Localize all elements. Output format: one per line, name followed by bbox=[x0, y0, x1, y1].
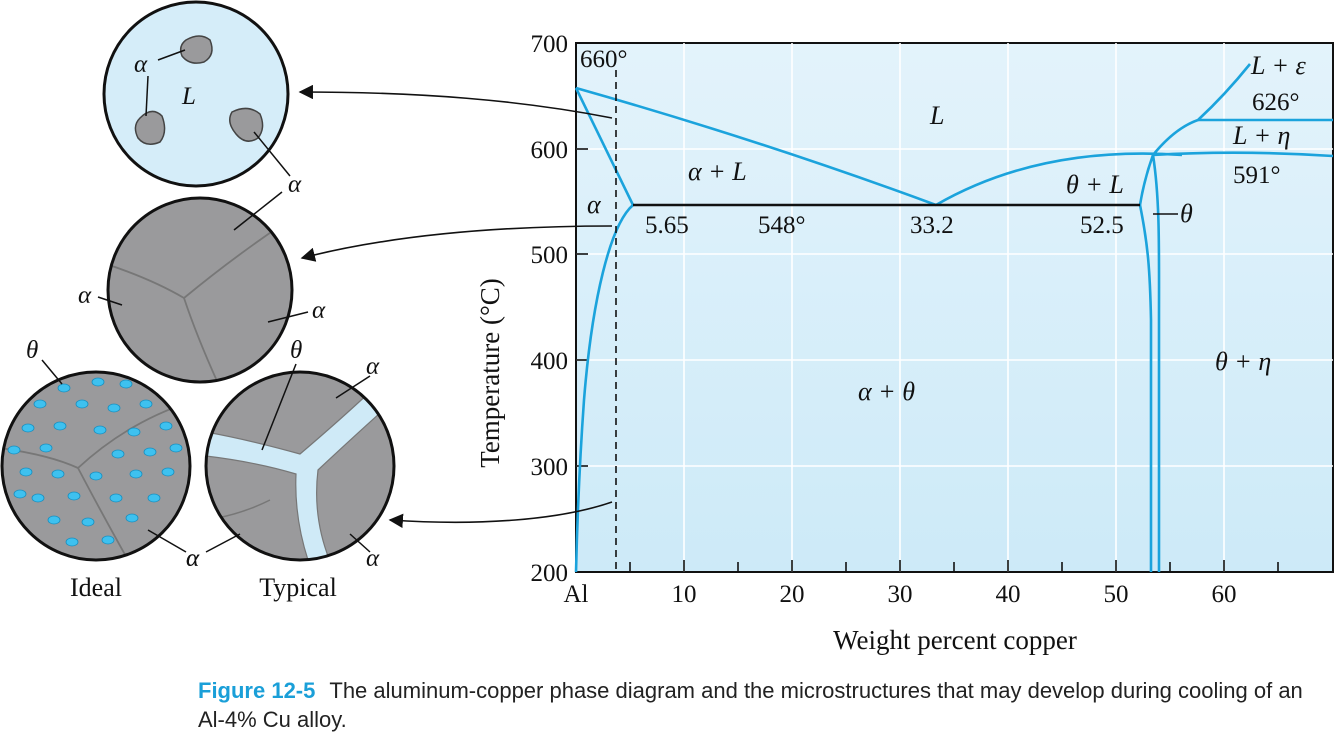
theta-left-boundary bbox=[1138, 204, 1153, 572]
epsilon-liquidus bbox=[1151, 63, 1252, 156]
micro-ideal-theta-label: θ bbox=[26, 337, 38, 364]
theta-liquidus bbox=[1138, 154, 1155, 206]
micro-typical-alpha-label-right: α bbox=[366, 545, 380, 572]
region-alpha: α bbox=[587, 190, 602, 219]
plot-area bbox=[575, 42, 1334, 573]
x-tick-20: 20 bbox=[780, 581, 805, 608]
micro-typical-theta-label: θ bbox=[290, 337, 302, 364]
region-theta: θ bbox=[1180, 199, 1193, 228]
x-tick-30: 30 bbox=[888, 581, 913, 608]
micro-alpha-label-left: α bbox=[78, 282, 92, 309]
micro-ideal: θ α Ideal bbox=[0, 337, 200, 602]
micro-typical-caption: Typical bbox=[259, 573, 337, 602]
arrow-to-liquid bbox=[298, 84, 613, 119]
region-liquid-plus-eta: L + η bbox=[1232, 121, 1290, 150]
y-tick-600: 600 bbox=[531, 137, 569, 164]
arrow-to-typical bbox=[388, 501, 613, 529]
region-alpha-plus-liquid: α + L bbox=[688, 157, 747, 186]
micro-typical-alpha-label-left: α bbox=[186, 545, 200, 572]
y-tick-400: 400 bbox=[531, 348, 569, 375]
figure-caption: Figure 12-5 The aluminum-copper phase dia… bbox=[198, 676, 1318, 734]
label-660: 660° bbox=[580, 46, 628, 73]
label-52-5: 52.5 bbox=[1080, 212, 1124, 239]
x-tick-60: 60 bbox=[1212, 581, 1237, 608]
micro-liquid-alpha-label-2: α bbox=[288, 171, 302, 198]
micro-liquid-l-label: L bbox=[181, 83, 196, 110]
label-33-2: 33.2 bbox=[910, 212, 954, 239]
micro-alpha-label-right: α bbox=[312, 297, 326, 324]
x-tick-labels: Al 10 20 30 40 50 60 bbox=[564, 581, 1237, 608]
x-tick-40: 40 bbox=[996, 581, 1021, 608]
solidus-alpha bbox=[574, 87, 635, 206]
region-liquid: L bbox=[929, 101, 944, 130]
theta-network bbox=[206, 389, 391, 560]
micro-ideal-caption: Ideal bbox=[70, 573, 122, 602]
theta-particles bbox=[7, 377, 183, 547]
region-theta-plus-liquid: θ + L bbox=[1066, 170, 1124, 199]
label-626: 626° bbox=[1252, 89, 1300, 116]
region-liquid-plus-epsilon: L + ε bbox=[1250, 51, 1307, 80]
micro-alpha-grains: α α bbox=[78, 191, 326, 384]
micro-typical: θ α α α Typical bbox=[186, 337, 396, 602]
y-tick-200: 200 bbox=[531, 560, 569, 587]
theta-right-boundary bbox=[1151, 154, 1161, 572]
region-theta-plus-eta: θ + η bbox=[1215, 347, 1271, 376]
line-591 bbox=[1152, 151, 1334, 158]
alpha-nucleus-2 bbox=[134, 110, 166, 145]
x-tick-50: 50 bbox=[1104, 581, 1129, 608]
figure-caption-text: The aluminum-copper phase diagram and th… bbox=[198, 678, 1303, 732]
y-tick-700: 700 bbox=[531, 31, 569, 58]
alpha-nucleus-1 bbox=[179, 35, 213, 64]
label-548: 548° bbox=[758, 212, 806, 239]
x-axis-label: Weight percent copper bbox=[833, 625, 1077, 655]
x-tick-al: Al bbox=[564, 581, 589, 608]
x-tick-10: 10 bbox=[672, 581, 697, 608]
solvus-alpha bbox=[574, 204, 634, 573]
y-tick-labels: 200 300 400 500 600 700 bbox=[531, 31, 569, 587]
liquidus-left bbox=[575, 86, 937, 207]
axis-ticks bbox=[575, 148, 1279, 572]
y-tick-300: 300 bbox=[531, 454, 569, 481]
micro-typical-alpha-label-top: α bbox=[366, 353, 380, 380]
y-axis-label: Temperature (°C) bbox=[475, 278, 505, 468]
region-alpha-plus-theta: α + θ bbox=[858, 377, 915, 406]
grid-lines bbox=[576, 43, 1333, 572]
label-591: 591° bbox=[1233, 162, 1281, 189]
phase-boundaries bbox=[574, 63, 1334, 573]
arrows bbox=[298, 84, 613, 529]
liquidus-right bbox=[935, 152, 1183, 207]
micro-liquid-alpha-label: α bbox=[134, 51, 148, 78]
micro-ideal-alpha-label: α bbox=[186, 545, 200, 572]
phase-diagram: Al 10 20 30 40 50 60 200 300 400 500 600… bbox=[475, 31, 1334, 655]
micro-liquid: α L α bbox=[102, 0, 302, 198]
phase-diagram-figure: Al 10 20 30 40 50 60 200 300 400 500 600… bbox=[0, 0, 1334, 655]
y-tick-500: 500 bbox=[531, 242, 569, 269]
label-5-65: 5.65 bbox=[645, 212, 689, 239]
figure-caption-label: Figure 12-5 bbox=[198, 678, 316, 703]
arrow-to-alpha bbox=[300, 225, 613, 262]
